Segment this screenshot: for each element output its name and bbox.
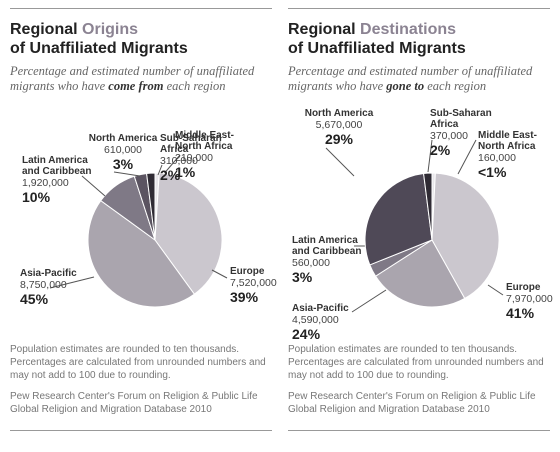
count-label: 210,000 (175, 152, 213, 164)
pie-slice (431, 172, 500, 300)
slice-label: Europe 7,970,000 41% (506, 282, 560, 321)
leader-line (113, 171, 141, 177)
value-label: 3% (112, 156, 134, 172)
leader-line (351, 289, 387, 313)
subtitle-highlight: gone to (386, 79, 425, 93)
leader-line (487, 284, 504, 296)
pie-slice (146, 172, 156, 241)
slice-label: Middle East-North Africa 160,000 <1% (478, 130, 554, 180)
count-label: 370,000 (430, 130, 468, 142)
count-label: 5,670,000 (315, 119, 363, 131)
subtitle-lead: Percentage and estimated number of unaff… (288, 64, 533, 93)
title-rest: of Unaffiliated Migrants (288, 40, 466, 57)
subtitle-rest: each region (427, 79, 487, 93)
leader-line (161, 154, 181, 177)
category-name: Middle East-North Africa (478, 130, 537, 152)
pie-slice (154, 172, 223, 295)
rule (10, 8, 272, 9)
leader-line (157, 164, 163, 176)
leader-line (427, 139, 433, 173)
count-label: 310,000 (160, 155, 198, 167)
source-line: Pew Research Center's Forum on Religion … (288, 391, 536, 402)
title-highlight: Origins (82, 21, 139, 38)
category-name: Middle East-North Africa (175, 130, 234, 152)
value-label: 41% (506, 305, 535, 321)
slice-label: Asia-Pacific 8,750,000 45% (20, 268, 96, 307)
title-lead: Regional (288, 21, 356, 38)
count-label: 4,590,000 (292, 314, 339, 326)
category-name: North America (88, 133, 158, 144)
subtitle-lead: Percentage and estimated number of unaff… (10, 64, 255, 93)
leader-line (325, 147, 355, 177)
category-name: Europe (506, 282, 541, 293)
category-name: Sub-Saharan Africa (160, 133, 222, 155)
slice-label: Latin America and Caribbean 1,920,000 10% (22, 155, 98, 205)
slice-label: Sub-Saharan Africa 310,000 2% (160, 133, 236, 183)
leader-line (211, 269, 228, 279)
rule (10, 430, 272, 431)
pie-slice (374, 239, 466, 308)
count-label: 7,970,000 (506, 293, 553, 305)
pie-slice (87, 199, 196, 308)
value-label: 39% (230, 289, 259, 305)
rule (288, 430, 550, 431)
chart-title: Regional Origins of Unaffiliated Migrants (10, 20, 280, 58)
subtitle-rest: each region (166, 79, 226, 93)
slice-label: Asia-Pacific 4,590,000 24% (292, 303, 368, 342)
chart-subtitle: Percentage and estimated number of unaff… (288, 64, 548, 94)
category-name: Asia-Pacific (20, 268, 77, 279)
slice-label: Latin America and Caribbean 560,000 3% (292, 235, 368, 285)
count-label: 8,750,000 (20, 279, 67, 291)
value-label: 24% (292, 326, 321, 342)
count-label: 1,920,000 (22, 177, 69, 189)
value-label: 1% (175, 164, 196, 180)
category-name: Latin America and Caribbean (22, 155, 92, 177)
value-label: 2% (160, 167, 181, 183)
slice-label: Europe 7,520,000 39% (230, 266, 306, 305)
slice-label: North America 5,670,000 29% (302, 108, 376, 147)
count-label: 160,000 (478, 152, 516, 164)
title-rest: of Unaffiliated Migrants (10, 40, 188, 57)
category-name: Asia-Pacific (292, 303, 349, 314)
category-name: North America (304, 108, 374, 119)
value-label: 3% (292, 269, 313, 285)
slice-label: Sub-Saharan Africa 370,000 2% (430, 108, 506, 158)
source-line: Global Religion and Migration Database 2… (288, 404, 490, 415)
count-label: 7,520,000 (230, 277, 277, 289)
pie-slice (423, 172, 433, 241)
chart-subtitle: Percentage and estimated number of unaff… (10, 64, 270, 94)
pie-slice (364, 172, 433, 266)
category-name: Europe (230, 266, 265, 277)
title-lead: Regional (10, 21, 78, 38)
value-label: 2% (430, 142, 451, 158)
rule (288, 8, 550, 9)
count-label: 560,000 (292, 257, 330, 269)
slice-label: Middle East-North Africa 210,000 1% (175, 130, 251, 180)
value-label: 45% (20, 291, 49, 307)
title-highlight: Destinations (360, 21, 457, 38)
value-label: 10% (22, 189, 51, 205)
slice-label: North America 610,000 3% (86, 133, 160, 172)
footnote: Population estimates are rounded to ten … (288, 344, 544, 381)
leader-line (457, 139, 477, 175)
leader-line (81, 175, 106, 197)
subtitle-highlight: come from (108, 79, 164, 93)
value-label: <1% (478, 164, 507, 180)
count-label: 610,000 (104, 144, 142, 156)
leader-line (49, 276, 95, 289)
footnote: Population estimates are rounded to ten … (10, 344, 266, 381)
category-name: Latin America and Caribbean (292, 235, 362, 257)
chart-title: Regional Destinations of Unaffiliated Mig… (288, 20, 558, 58)
category-name: Sub-Saharan Africa (430, 108, 492, 130)
source-line: Pew Research Center's Forum on Religion … (10, 391, 258, 402)
value-label: 29% (324, 131, 354, 147)
source-line: Global Religion and Migration Database 2… (10, 404, 212, 415)
